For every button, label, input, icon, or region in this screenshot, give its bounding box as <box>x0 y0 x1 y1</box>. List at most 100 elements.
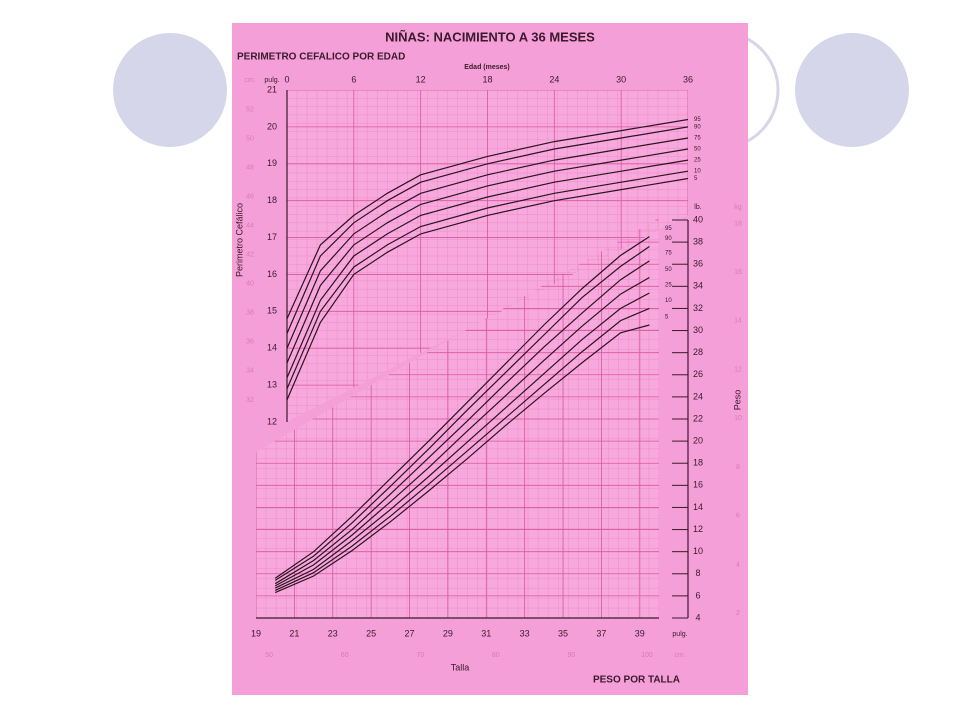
y-tick-label: 21 <box>267 84 277 94</box>
x-tick-label: 35 <box>558 628 568 638</box>
y2-tick-label: 44 <box>246 222 254 229</box>
y2-tick-label: 34 <box>246 368 254 375</box>
x2-tick-label: 80 <box>492 652 500 659</box>
y-tick-label: 19 <box>267 158 277 168</box>
y-tick-label: 40 <box>693 214 703 224</box>
y-tick-label: 17 <box>267 232 277 242</box>
y-tick-label: 16 <box>267 269 277 279</box>
x-tick-label: 6 <box>351 74 356 84</box>
y-tick-label: 13 <box>267 379 277 389</box>
y-unit: pulg. <box>264 77 279 84</box>
x-tick-label: 31 <box>481 628 491 638</box>
percentile-curve <box>286 118 689 319</box>
x-tick-label: 12 <box>416 74 426 84</box>
legend-label: 25 <box>694 158 701 164</box>
y-tick-label: 22 <box>693 413 703 423</box>
percentile-curve <box>274 236 650 579</box>
decor-circle <box>113 33 227 147</box>
chart-title: PESO POR TALLA <box>593 675 680 686</box>
y-tick-label: 14 <box>267 343 277 353</box>
x-tick-label: 29 <box>443 628 453 638</box>
y-tick-label: 20 <box>267 121 277 131</box>
legend-label: 95 <box>665 226 672 232</box>
y2-tick-label: 18 <box>734 220 742 227</box>
x-unit: pulg. <box>672 631 687 638</box>
legend-label: 90 <box>694 124 701 130</box>
y2-tick-label: 2 <box>736 610 740 617</box>
percentile-curve <box>274 246 650 581</box>
x-tick-label: 36 <box>683 74 693 84</box>
percentile-curve <box>286 148 689 364</box>
y-tick-label: 26 <box>693 369 703 379</box>
y-tick-label: 18 <box>693 458 703 468</box>
y-tick-label: 15 <box>267 306 277 316</box>
percentile-curve <box>286 177 689 401</box>
x-tick-label: 19 <box>251 628 261 638</box>
x-tick-label: 30 <box>616 74 626 84</box>
y-tick-label: 28 <box>693 347 703 357</box>
x2-tick-label: 100 <box>641 652 653 659</box>
percentile-curve <box>274 324 650 594</box>
x2-tick-label: 70 <box>416 652 424 659</box>
page-title: NIÑAS: NACIMIENTO A 36 MESES <box>385 29 595 44</box>
percentile-curve <box>274 307 650 591</box>
y-tick-label: 4 <box>695 612 700 622</box>
percentile-curve <box>274 292 650 589</box>
x2-tick-label: 90 <box>567 652 575 659</box>
y-tick-label: 34 <box>693 281 703 291</box>
y2-tick-label: 46 <box>246 193 254 200</box>
y2-tick-label: 40 <box>246 281 254 288</box>
x-axis-label: Edad (meses) <box>464 64 510 71</box>
y-tick-label: 18 <box>267 195 277 205</box>
y2-tick-label: 12 <box>734 366 742 373</box>
legend-label: 50 <box>694 147 701 153</box>
y-axis-label: Perimetro Cefálico <box>234 203 244 277</box>
y-tick-label: 20 <box>693 435 703 445</box>
chart-title: PERIMETRO CEFALICO POR EDAD <box>237 52 405 63</box>
y2-tick-label: 50 <box>246 135 254 142</box>
y-tick-label: 38 <box>693 236 703 246</box>
x-tick-label: 21 <box>289 628 299 638</box>
legend-label: 25 <box>665 283 672 289</box>
x2-unit: cm. <box>674 652 685 659</box>
y2-unit: cm. <box>244 77 255 84</box>
legend-label: 50 <box>665 267 672 273</box>
y-tick-label: 6 <box>695 590 700 600</box>
x-tick-label: 23 <box>328 628 338 638</box>
percentile-curve <box>286 170 689 390</box>
y-tick-label: 8 <box>695 568 700 578</box>
legend-label: 10 <box>694 169 701 175</box>
decor-circle <box>795 33 909 147</box>
x-tick-label: 24 <box>549 74 559 84</box>
y-tick-label: 14 <box>693 502 703 512</box>
percentile-curve <box>286 126 689 334</box>
y-axis-label: Peso <box>732 390 742 411</box>
x-tick-label: 18 <box>482 74 492 84</box>
y2-tick-label: 32 <box>246 397 254 404</box>
percentile-curve <box>286 137 689 349</box>
y-tick-label: 30 <box>693 325 703 335</box>
y2-tick-label: 14 <box>734 318 742 325</box>
x-axis-label: Talla <box>451 662 470 672</box>
y-tick-label: 24 <box>693 391 703 401</box>
percentile-curve <box>286 159 689 378</box>
y-tick-label: 12 <box>693 524 703 534</box>
legend-label: 10 <box>665 298 672 304</box>
x-tick-label: 37 <box>596 628 606 638</box>
legend-label: 75 <box>694 136 701 142</box>
y2-tick-label: 38 <box>246 310 254 317</box>
y2-tick-label: 36 <box>246 339 254 346</box>
y2-tick-label: 8 <box>736 464 740 471</box>
legend-label: 5 <box>694 176 698 182</box>
legend-label: 5 <box>665 315 669 321</box>
x2-tick-label: 60 <box>341 652 349 659</box>
legend-label: 75 <box>665 250 672 256</box>
x-tick-label: 39 <box>635 628 645 638</box>
x-tick-label: 25 <box>366 628 376 638</box>
y-unit: lb. <box>694 204 701 211</box>
x-tick-label: 27 <box>405 628 415 638</box>
y2-tick-label: 16 <box>734 269 742 276</box>
y-tick-label: 36 <box>693 259 703 269</box>
y2-tick-label: 4 <box>736 561 740 568</box>
